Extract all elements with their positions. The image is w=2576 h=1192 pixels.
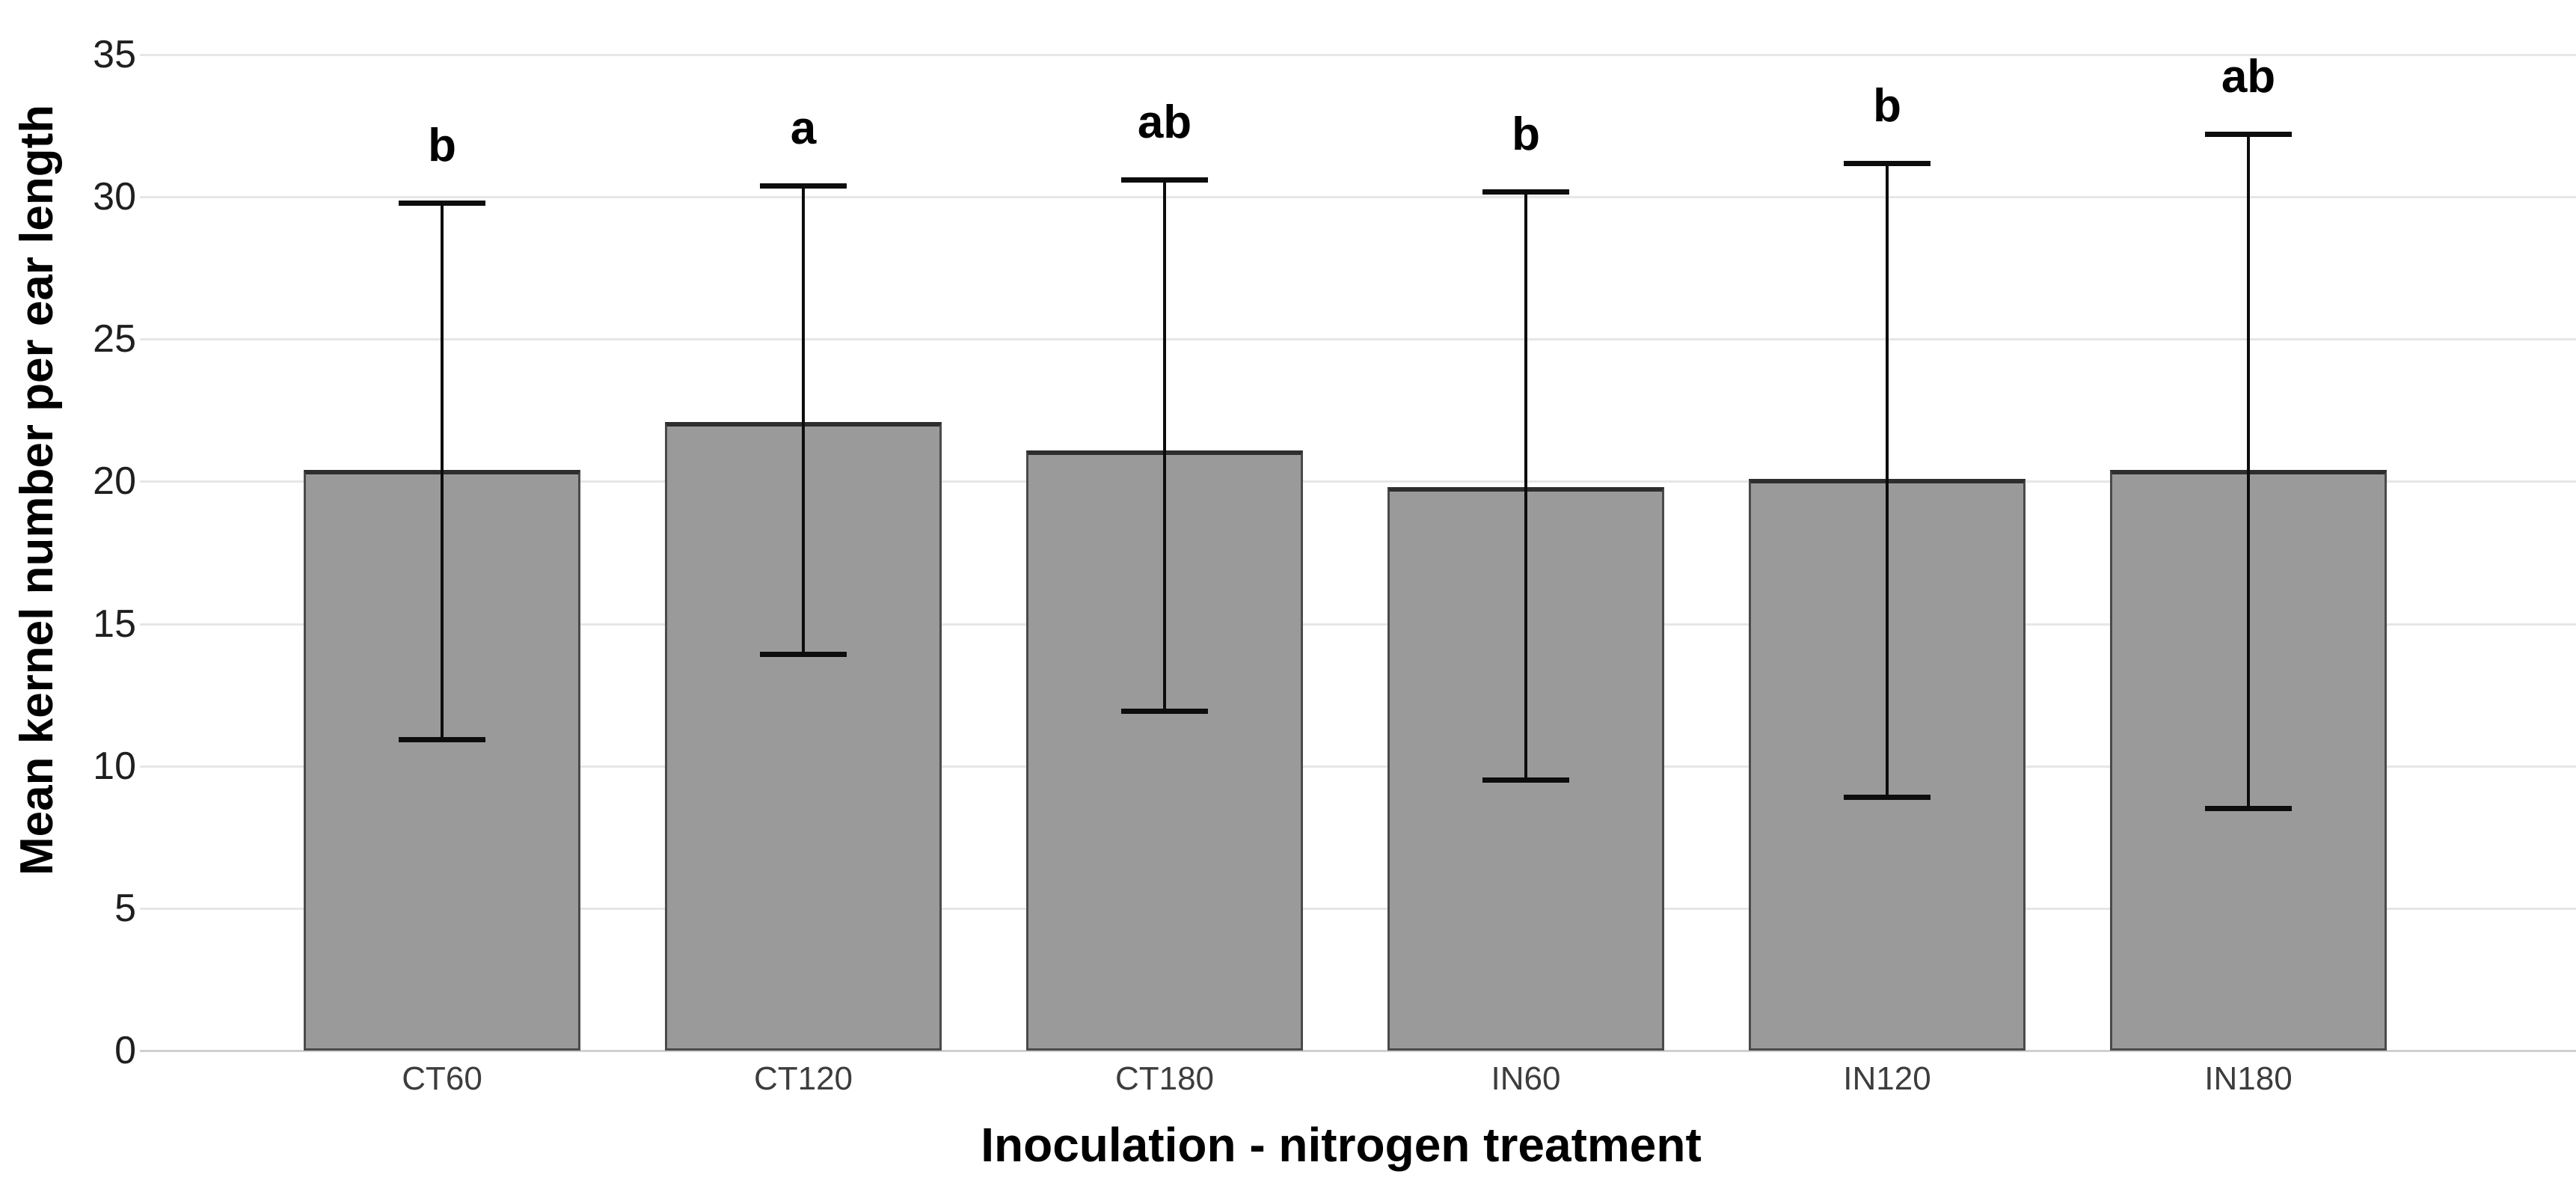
y-gridline-20	[140, 480, 2576, 483]
error-bar-cap-top-in180	[2205, 132, 2292, 138]
significance-letter-in60: b	[1512, 108, 1540, 160]
error-bar-cap-top-ct60	[399, 200, 485, 206]
error-bar-line-in180	[2247, 134, 2250, 809]
significance-letter-ct60: b	[428, 119, 456, 171]
x-tick-label-ct180: CT180	[1114, 1060, 1215, 1097]
x-tick-label-in120: IN120	[1843, 1060, 1931, 1097]
error-bar-line-ct60	[441, 202, 444, 741]
error-bar-cap-bottom-in120	[1844, 794, 1931, 800]
error-bar-cap-top-ct180	[1121, 177, 1208, 183]
y-gridline-25	[140, 338, 2576, 341]
y-gridline-15	[140, 623, 2576, 626]
error-bar-cap-bottom-ct120	[760, 652, 847, 658]
bar-ct120	[665, 421, 942, 1051]
y-tick-label-35: 35	[93, 33, 136, 76]
significance-letter-ct180: ab	[1137, 97, 1192, 149]
x-tick-label-in60: IN60	[1491, 1060, 1561, 1097]
error-bar-cap-top-in120	[1844, 160, 1931, 166]
x-axis-title: Inoculation - nitrogen treatment	[981, 1118, 1702, 1172]
error-bar-cap-bottom-in180	[2205, 805, 2292, 811]
x-tick-label-ct120: CT120	[753, 1060, 853, 1097]
x-tick-label-ct60: CT60	[402, 1060, 482, 1097]
y-tick-label-25: 25	[93, 317, 136, 361]
error-bar-cap-top-in60	[1482, 189, 1569, 195]
y-tick-label-30: 30	[93, 175, 136, 219]
error-bar-cap-bottom-ct180	[1121, 709, 1208, 715]
significance-letter-in180: ab	[2221, 51, 2276, 103]
error-bar-line-in120	[1886, 162, 1889, 798]
y-gridline-35	[140, 54, 2576, 56]
y-gridline-30	[140, 196, 2576, 199]
y-tick-label-5: 5	[114, 886, 136, 930]
y-gridline-0	[140, 1050, 2576, 1052]
error-bar-cap-bottom-in60	[1482, 777, 1569, 783]
y-tick-label-20: 20	[93, 459, 136, 504]
significance-letter-ct120: a	[790, 102, 817, 154]
y-gridline-10	[140, 765, 2576, 768]
error-bar-line-ct180	[1163, 180, 1166, 712]
y-tick-label-0: 0	[114, 1029, 136, 1072]
y-tick-label-15: 15	[93, 602, 136, 646]
error-bar-line-ct120	[802, 185, 805, 655]
significance-letter-in120: b	[1873, 79, 1901, 132]
error-bar-line-in60	[1524, 191, 1527, 780]
y-gridline-5	[140, 907, 2576, 910]
y-tick-label-10: 10	[93, 744, 136, 788]
x-tick-label-in180: IN180	[2204, 1060, 2293, 1097]
error-bar-cap-top-ct120	[760, 183, 847, 189]
error-bar-cap-bottom-ct60	[399, 737, 485, 743]
